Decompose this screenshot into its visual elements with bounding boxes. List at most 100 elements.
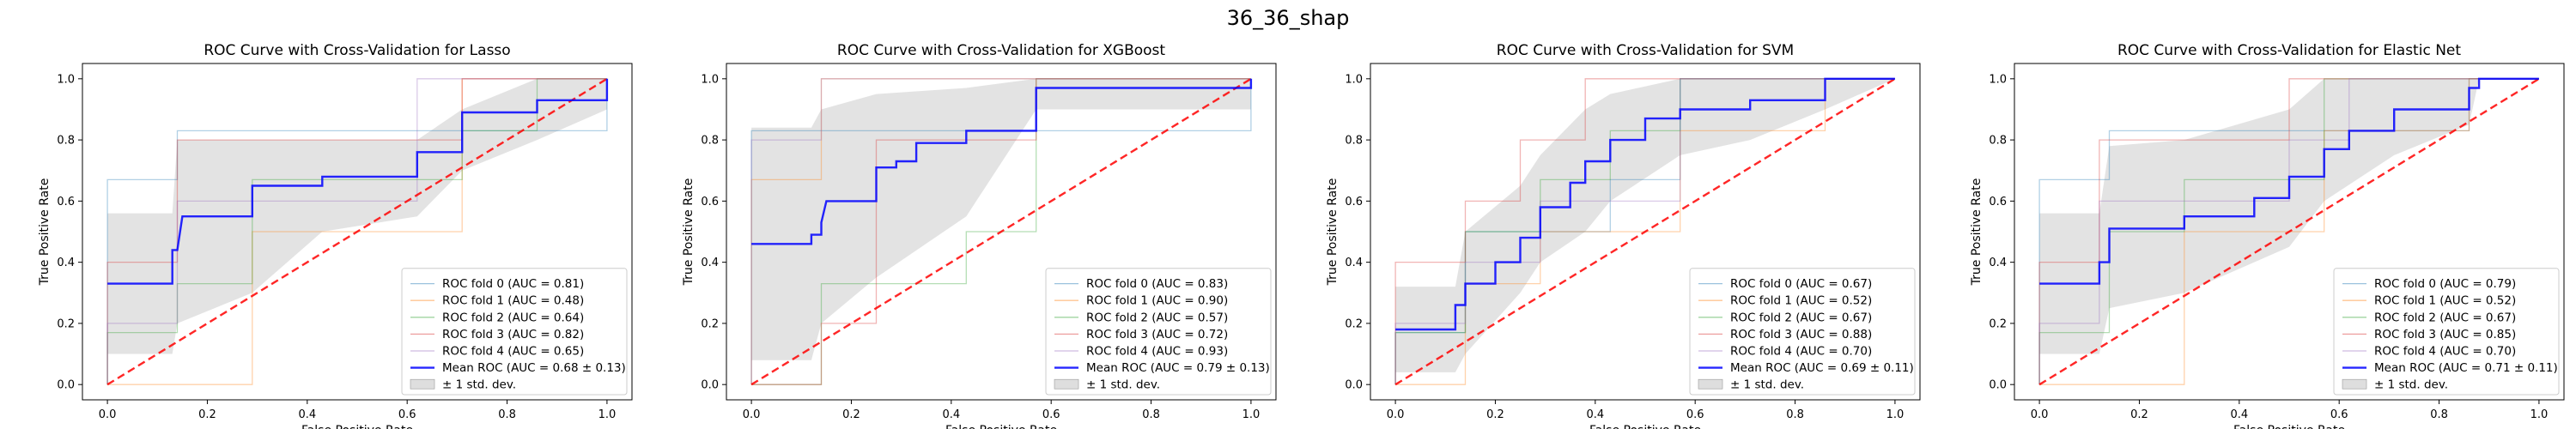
- legend-swatch: [1054, 378, 1079, 390]
- y-tick-label: 0.4: [1345, 257, 1363, 269]
- x-tick-label: 1.0: [1886, 408, 1905, 421]
- legend-item-fold-2: ROC fold 2 (AUC = 0.67): [1698, 311, 1872, 324]
- mean-roc-line: [2039, 77, 2539, 285]
- legend-item-fold-1: ROC fold 1 (AUC = 0.52): [1698, 294, 1872, 308]
- legend-item-fold-1: ROC fold 1 (AUC = 0.90): [1054, 294, 1228, 308]
- x-tick-label: 0.6: [398, 408, 416, 421]
- x-tick-label: 0.2: [842, 408, 860, 421]
- legend-label: Mean ROC (AUC = 0.68 ± 0.13): [442, 361, 626, 375]
- legend-item-fold-1: ROC fold 1 (AUC = 0.48): [410, 294, 584, 308]
- subplot-svm: 0.0 0.2 0.4 0.6 0.8 1.0 0.0 0.2 0.4 0.6 0.8 1.0 ROC …: [1326, 42, 1921, 429]
- plot-area: [2038, 77, 2540, 386]
- x-tick-label: 0.0: [1387, 408, 1405, 421]
- y-tick-label: 0.4: [57, 257, 75, 269]
- legend-item-fold-4: ROC fold 4 (AUC = 0.70): [2342, 345, 2516, 359]
- x-tick-label: 0.0: [2031, 408, 2049, 421]
- subplot-grid: 0.0 0.2 0.4 0.6 0.8 1.0 0.0 0.2 0.4 0.6 0.8 1.0 ROC …: [38, 42, 2565, 429]
- legend-label: ROC fold 0 (AUC = 0.81): [442, 277, 584, 291]
- legend-item-fold-3: ROC fold 3 (AUC = 0.88): [1698, 328, 1872, 341]
- legend: ROC fold 0 (AUC = 0.67) ROC fold 1 (AUC =…: [1689, 268, 1916, 396]
- legend-label: ROC fold 2 (AUC = 0.64): [442, 311, 584, 324]
- subplot-elastic-net: 0.0 0.2 0.4 0.6 0.8 1.0 0.0 0.2 0.4 0.6 0.8 1.0 ROC …: [1970, 42, 2565, 429]
- legend-label: Mean ROC (AUC = 0.71 ± 0.11): [2374, 361, 2558, 375]
- x-tick-label: 0.8: [1786, 408, 1804, 421]
- y-axis-label: True Positive Rate: [1970, 178, 1984, 287]
- legend-item-std-dev: ± 1 std. dev.: [1698, 378, 1804, 392]
- roc-fold-3-line: [2038, 78, 2539, 385]
- legend-label: ROC fold 1 (AUC = 0.48): [442, 294, 584, 308]
- legend-label: ROC fold 2 (AUC = 0.57): [1086, 311, 1228, 324]
- y-tick-label: 0.0: [701, 379, 719, 392]
- plot-frame: [1370, 63, 1921, 401]
- roc-fold-0-line: [2038, 78, 2539, 385]
- y-tick-label: 0.0: [57, 379, 75, 392]
- legend-label: ± 1 std. dev.: [1086, 378, 1160, 392]
- legend-item-mean-roc: Mean ROC (AUC = 0.68 ± 0.13): [410, 361, 626, 375]
- plot-frame: [2014, 63, 2565, 401]
- legend-label: ± 1 std. dev.: [442, 378, 516, 392]
- y-tick-label: 0.6: [701, 196, 719, 208]
- legend-label: ROC fold 4 (AUC = 0.70): [1730, 345, 1872, 359]
- legend: ROC fold 0 (AUC = 0.83) ROC fold 1 (AUC =…: [1045, 268, 1272, 396]
- roc-fold-1-line: [750, 78, 1251, 385]
- legend-label: ROC fold 4 (AUC = 0.70): [2374, 345, 2516, 359]
- roc-fold-1-line: [1395, 78, 1895, 385]
- x-tick-label: 0.6: [2330, 408, 2348, 421]
- legend-item-std-dev: ± 1 std. dev.: [1054, 378, 1160, 392]
- y-tick-label: 1.0: [1345, 73, 1363, 86]
- x-tick-label: 1.0: [2530, 408, 2549, 421]
- plot-frame: [726, 63, 1277, 401]
- x-axis-label: False Positive Rate: [2233, 424, 2345, 429]
- x-axis-label: False Positive Rate: [301, 424, 413, 429]
- legend-label: ROC fold 0 (AUC = 0.67): [1730, 277, 1872, 291]
- y-tick-label: 0.0: [1345, 379, 1363, 392]
- y-tick-label: 0.2: [57, 317, 75, 330]
- std-dev-band: [107, 78, 607, 354]
- legend-frame: [401, 268, 628, 396]
- x-tick-label: 1.0: [598, 408, 617, 421]
- x-tick-label: 0.4: [942, 408, 960, 421]
- legend-item-mean-roc: Mean ROC (AUC = 0.69 ± 0.11): [1698, 361, 1914, 375]
- subplot-xgboost: 0.0 0.2 0.4 0.6 0.8 1.0 0.0 0.2 0.4 0.6 0.8 1.0 ROC …: [682, 42, 1277, 429]
- legend-item-fold-2: ROC fold 2 (AUC = 0.57): [1054, 311, 1228, 324]
- x-tick-label: 0.6: [1686, 408, 1704, 421]
- legend-label: ROC fold 1 (AUC = 0.52): [1730, 294, 1872, 308]
- y-tick-label: 1.0: [57, 73, 75, 86]
- roc-fold-2-line: [2038, 78, 2539, 385]
- legend-swatch: [2342, 378, 2367, 390]
- legend-label: ROC fold 2 (AUC = 0.67): [2374, 311, 2516, 324]
- y-axis-label: True Positive Rate: [38, 178, 52, 287]
- roc-fold-4-line: [2038, 78, 2539, 385]
- subplot-title: ROC Curve with Cross-Validation for XGBo…: [837, 42, 1166, 59]
- chance-line: [106, 77, 608, 386]
- y-tick-label: 0.6: [1345, 196, 1363, 208]
- legend-label: ROC fold 0 (AUC = 0.79): [2374, 277, 2516, 291]
- legend-label: ROC fold 2 (AUC = 0.67): [1730, 311, 1872, 324]
- roc-fold-4-line: [1394, 78, 1895, 385]
- x-tick-label: 0.2: [198, 408, 216, 421]
- legend-label: ± 1 std. dev.: [1730, 378, 1804, 392]
- y-tick-label: 0.6: [1989, 196, 2007, 208]
- legend-frame: [2333, 268, 2560, 396]
- chance-line: [750, 77, 1252, 386]
- y-axis-label: True Positive Rate: [682, 178, 696, 287]
- plot-area: [106, 77, 609, 386]
- roc-fold-3-line: [1394, 78, 1895, 385]
- x-axis-label: False Positive Rate: [1589, 424, 1701, 429]
- legend-frame: [1045, 268, 1272, 396]
- legend-label: ROC fold 3 (AUC = 0.85): [2374, 328, 2516, 341]
- legend-label: Mean ROC (AUC = 0.69 ± 0.11): [1730, 361, 1914, 375]
- mean-roc-line: [107, 78, 609, 285]
- roc-fold-4-line: [750, 78, 1251, 385]
- x-tick-label: 1.0: [1242, 408, 1261, 421]
- x-tick-label: 0.0: [99, 408, 117, 421]
- x-tick-label: 0.8: [1142, 408, 1160, 421]
- y-tick-label: 0.8: [57, 135, 75, 148]
- subplot-lasso: 0.0 0.2 0.4 0.6 0.8 1.0 0.0 0.2 0.4 0.6 0.8 1.0 ROC …: [38, 42, 633, 429]
- legend-label: ROC fold 4 (AUC = 0.65): [442, 345, 584, 359]
- y-tick-label: 0.8: [1989, 135, 2007, 148]
- legend-item-fold-2: ROC fold 2 (AUC = 0.64): [410, 311, 584, 324]
- y-axis-label: True Positive Rate: [1326, 178, 1340, 287]
- x-tick-label: 0.2: [1486, 408, 1504, 421]
